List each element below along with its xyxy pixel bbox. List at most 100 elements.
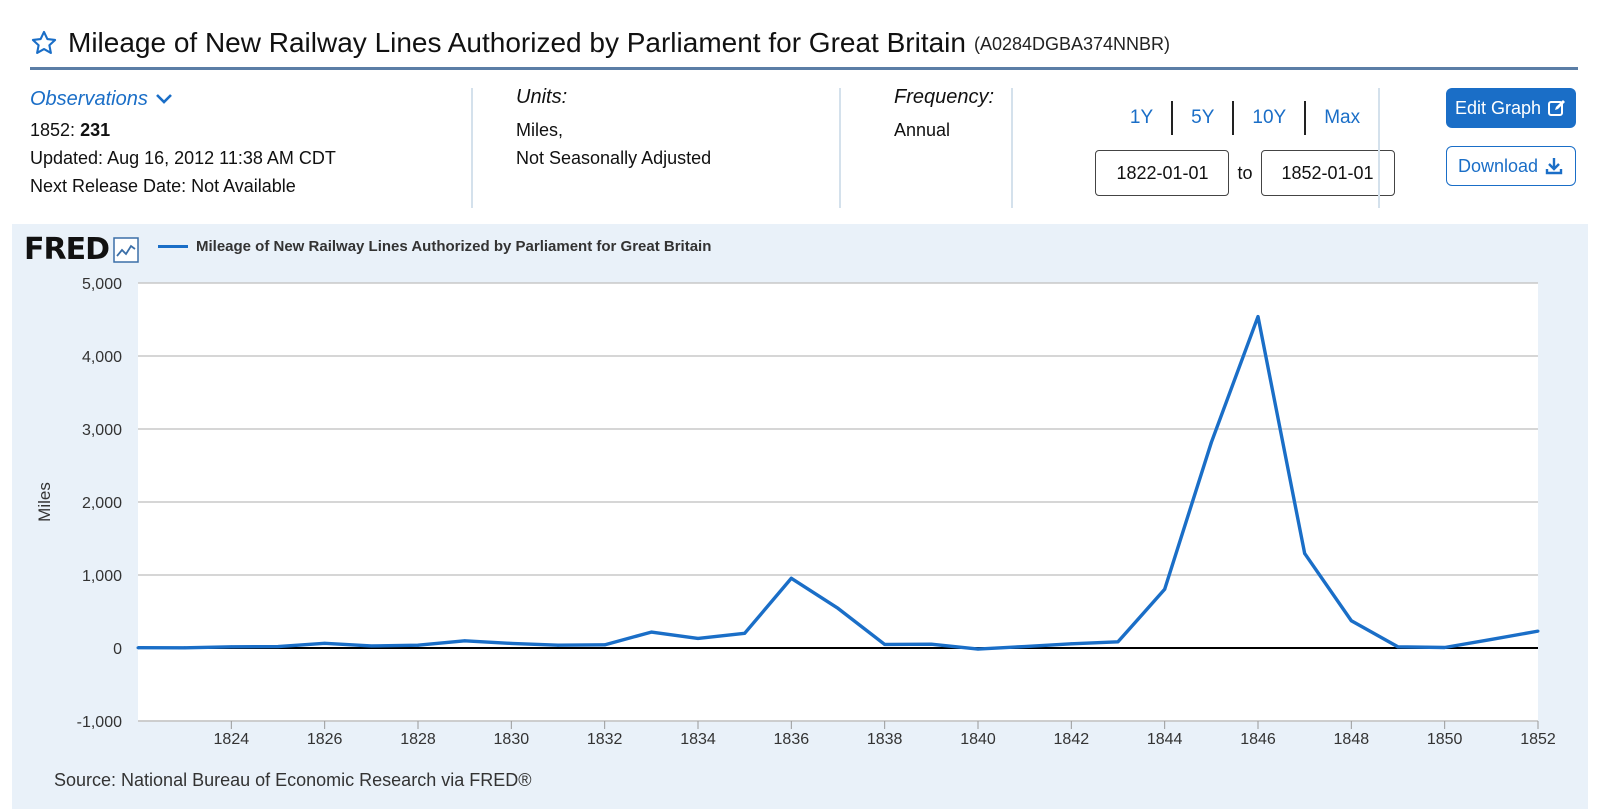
x-tick-label: 1840 bbox=[960, 731, 996, 748]
download-button[interactable]: Download bbox=[1446, 146, 1576, 186]
data-point[interactable] bbox=[1256, 315, 1260, 319]
edit-graph-button[interactable]: Edit Graph bbox=[1446, 88, 1576, 128]
x-tick-label: 1844 bbox=[1147, 731, 1183, 748]
data-point[interactable] bbox=[416, 643, 420, 647]
range-1y-button[interactable]: 1Y bbox=[1112, 101, 1174, 135]
chevron-down-icon bbox=[155, 94, 172, 104]
data-point[interactable] bbox=[1536, 629, 1540, 633]
divider bbox=[1378, 88, 1380, 208]
data-point[interactable] bbox=[183, 646, 187, 650]
frequency-panel: Frequency: Annual bbox=[894, 86, 1044, 212]
data-point[interactable] bbox=[1209, 440, 1213, 444]
data-point[interactable] bbox=[1023, 645, 1027, 649]
y-tick-label: 1,000 bbox=[82, 568, 122, 585]
data-point[interactable] bbox=[836, 606, 840, 610]
data-point[interactable] bbox=[229, 645, 233, 649]
latest-period: 1852: bbox=[30, 120, 76, 140]
units-panel: Units: Miles, Not Seasonally Adjusted bbox=[516, 86, 866, 212]
data-point[interactable] bbox=[1396, 645, 1400, 649]
x-tick-label: 1824 bbox=[214, 731, 250, 748]
x-tick-label: 1826 bbox=[307, 731, 343, 748]
y-tick-label: 0 bbox=[113, 641, 122, 658]
observations-panel: Observations 1852: 231 Updated: Aug 16, … bbox=[30, 86, 482, 212]
data-point[interactable] bbox=[1116, 640, 1120, 644]
date-range-panel: 1Y 5Y 10Y Max to bbox=[1066, 86, 1424, 212]
start-date-input[interactable] bbox=[1095, 150, 1230, 196]
edit-icon bbox=[1548, 100, 1566, 116]
data-point[interactable] bbox=[1349, 619, 1353, 623]
data-point[interactable] bbox=[1163, 587, 1167, 591]
observations-dropdown[interactable]: Observations bbox=[30, 86, 482, 112]
data-point[interactable] bbox=[136, 646, 140, 650]
updated-text: Updated: Aug 16, 2012 11:38 AM CDT bbox=[30, 148, 336, 168]
x-tick-label: 1846 bbox=[1240, 731, 1276, 748]
chart-legend: Mileage of New Railway Lines Authorized … bbox=[158, 238, 711, 255]
data-point[interactable] bbox=[463, 639, 467, 643]
fred-logo: FRED bbox=[24, 232, 139, 267]
units-line1: Miles, bbox=[516, 120, 564, 140]
data-point[interactable] bbox=[649, 630, 653, 634]
data-point[interactable] bbox=[556, 643, 560, 647]
x-tick-label: 1852 bbox=[1520, 731, 1556, 748]
next-release-text: Next Release Date: Not Available bbox=[30, 176, 296, 196]
data-point[interactable] bbox=[369, 644, 373, 648]
to-label: to bbox=[1237, 162, 1253, 183]
data-point[interactable] bbox=[883, 642, 887, 646]
x-tick-label: 1836 bbox=[774, 731, 810, 748]
actions-panel: Edit Graph Download bbox=[1440, 86, 1578, 212]
x-tick-label: 1850 bbox=[1427, 731, 1463, 748]
end-date-input[interactable] bbox=[1260, 150, 1395, 196]
data-point[interactable] bbox=[743, 631, 747, 635]
star-icon[interactable] bbox=[30, 29, 58, 57]
data-point[interactable] bbox=[1489, 637, 1493, 641]
data-point[interactable] bbox=[276, 645, 280, 649]
x-tick-label: 1838 bbox=[867, 731, 903, 748]
x-tick-label: 1830 bbox=[494, 731, 530, 748]
frequency-label: Frequency: bbox=[894, 86, 995, 108]
x-tick-label: 1832 bbox=[587, 731, 623, 748]
range-10y-button[interactable]: 10Y bbox=[1234, 101, 1307, 135]
divider bbox=[1011, 88, 1013, 208]
observations-label: Observations bbox=[30, 87, 148, 110]
range-5y-button[interactable]: 5Y bbox=[1173, 101, 1235, 135]
divider bbox=[471, 88, 473, 208]
data-point[interactable] bbox=[696, 636, 700, 640]
data-point[interactable] bbox=[509, 641, 513, 645]
data-point[interactable] bbox=[976, 647, 980, 651]
latest-value: 231 bbox=[80, 120, 111, 140]
line-chart[interactable]: 5,000 4,000 3,000 2,000 1,000 0 -1,000 1824 1826… bbox=[12, 224, 1588, 809]
x-tick-label: 1828 bbox=[400, 731, 436, 748]
data-point[interactable] bbox=[1443, 645, 1447, 649]
source-text: Source: National Bureau of Economic Rese… bbox=[54, 770, 532, 790]
chart-panel: 5,000 4,000 3,000 2,000 1,000 0 -1,000 1824 1826… bbox=[12, 224, 1588, 809]
series-id: (A0284DGBA374NNBR) bbox=[973, 34, 1171, 54]
y-axis-title: Miles bbox=[35, 482, 54, 522]
x-tick-label: 1848 bbox=[1334, 731, 1370, 748]
x-tick-label: 1842 bbox=[1054, 731, 1090, 748]
download-label: Download bbox=[1457, 155, 1539, 176]
legend-swatch bbox=[158, 245, 188, 248]
data-point[interactable] bbox=[603, 643, 607, 647]
range-buttons: 1Y 5Y 10Y Max bbox=[1066, 90, 1424, 146]
data-point[interactable] bbox=[1303, 551, 1307, 555]
data-point[interactable] bbox=[789, 576, 793, 580]
range-max-button[interactable]: Max bbox=[1324, 107, 1361, 128]
title-bar: Mileage of New Railway Lines Authorized … bbox=[30, 18, 1578, 70]
data-point[interactable] bbox=[1069, 642, 1073, 646]
download-icon bbox=[1545, 158, 1563, 175]
y-tick-label: 2,000 bbox=[82, 495, 122, 512]
y-tick-label: 5,000 bbox=[82, 276, 122, 293]
units-line2: Not Seasonally Adjusted bbox=[516, 148, 712, 168]
latest-observation: 1852: 231 bbox=[30, 116, 482, 144]
data-point[interactable] bbox=[323, 641, 327, 645]
data-point[interactable] bbox=[929, 642, 933, 646]
chart-icon bbox=[113, 236, 139, 263]
fred-logo-text: FRED bbox=[24, 232, 110, 267]
units-label: Units: bbox=[516, 86, 568, 108]
series-meta: Observations 1852: 231 Updated: Aug 16, … bbox=[30, 86, 1578, 212]
edit-graph-label: Edit Graph bbox=[1454, 97, 1542, 118]
y-tick-label: 4,000 bbox=[82, 349, 122, 366]
y-tick-label: -1,000 bbox=[77, 714, 122, 731]
date-inputs: to bbox=[1066, 150, 1424, 196]
x-tick-label: 1834 bbox=[680, 731, 716, 748]
